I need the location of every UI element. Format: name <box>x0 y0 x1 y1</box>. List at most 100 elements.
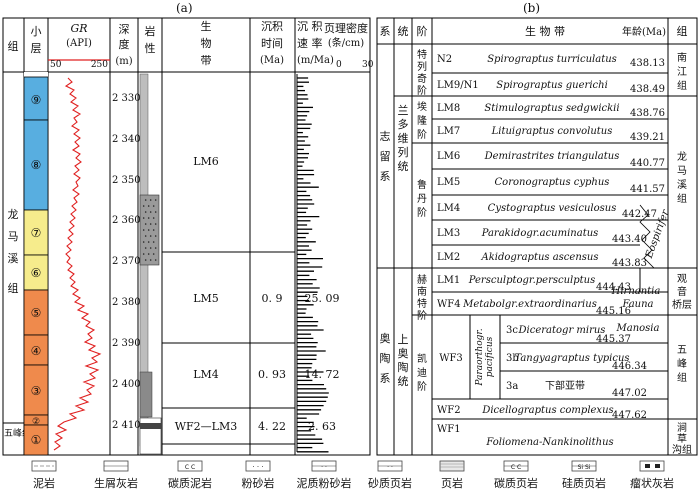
legend-swatch-siliceous-shale: Si Si <box>571 460 597 472</box>
group-nanjiang-3: 组 <box>677 79 687 92</box>
header-lith-1: 岩 <box>145 24 156 38</box>
legend-swatch-shale <box>439 460 465 472</box>
legend-label: 瘤状灰岩 <box>630 476 674 490</box>
panel-b-column-lines <box>393 18 669 455</box>
system-silurian-2: 留 <box>380 150 391 163</box>
layer-box-6 <box>23 254 49 291</box>
lith-dots <box>142 199 157 261</box>
legend: 泥岩 生屑灰岩 C C 碳质泥岩 · · · 粉砂岩 · · 泥质粉砂岩 · ·… <box>31 460 674 490</box>
group-longmaxi-b-1: 龙 <box>677 150 687 163</box>
system-silurian-1: 志 <box>380 130 391 143</box>
header-rate-1: 沉 积 <box>297 20 323 33</box>
header-time-1: 沉积 <box>261 20 283 33</box>
layer-box-9 <box>23 76 49 121</box>
lith-dot <box>152 229 155 231</box>
depth-axis: 2 330 2 340 2 350 2 360 2 370 2 380 2 39… <box>112 93 141 431</box>
stage-rhuddanian-1: 鲁 <box>417 178 427 191</box>
b-header-zone: 生 物 带 <box>525 24 565 38</box>
group-guanyinqiao-1: 观 <box>677 273 687 285</box>
panel-a-label: (a) <box>176 1 193 15</box>
hirnantia-1: Hirnantia <box>611 286 661 297</box>
zone-code: LM6 <box>437 151 460 162</box>
stage-aeronian-2: 隆 <box>417 114 427 127</box>
group-longmaxi-b-4: 组 <box>677 192 687 205</box>
group-longmaxi-b-2: 马 <box>677 165 687 177</box>
series-llandovery-5: 统 <box>398 160 409 173</box>
layer-column <box>23 72 49 456</box>
header-lam-1: 页理密度 <box>324 21 368 35</box>
zone-code: LM8 <box>437 103 460 114</box>
panel-b-dividers <box>377 95 697 420</box>
zone-age: 445.16 <box>596 306 631 317</box>
zone-age: 440.77 <box>630 158 665 169</box>
header-lam-2: (条/cm) <box>328 36 364 49</box>
zone-name: Foliomena-Nankinolithus <box>485 437 613 448</box>
zone-age: 443.83 <box>612 258 647 269</box>
zone-age: 438.13 <box>630 58 665 69</box>
group-jiancaogou-3: 沟组 <box>672 443 692 456</box>
zone-code: WF4 <box>437 299 461 310</box>
group-guanyinqiao-2: 音 <box>677 285 687 298</box>
lith-dot <box>149 211 152 213</box>
zone-code: 3c <box>506 325 518 336</box>
zone-code: LM2 <box>437 252 460 263</box>
depth-tick: 2 390 <box>112 338 141 349</box>
b-header-group: 组 <box>677 24 688 38</box>
legend-label: 生屑灰岩 <box>94 476 138 490</box>
b-header-age: 年龄(Ma) <box>622 25 666 38</box>
layer-box-4 <box>23 334 49 366</box>
depth-tick: 2 380 <box>112 297 141 308</box>
lith-dot <box>147 205 150 207</box>
lith-dot <box>144 247 147 249</box>
header-time-3: (Ma) <box>260 55 284 66</box>
b-zone-rows: N2 Spirograptus turriculatus 438.13 LM9/… <box>437 54 665 448</box>
zone-name: Spirograptus turriculatus <box>487 54 617 65</box>
lith-dot <box>154 199 157 201</box>
lam-min: 0 <box>336 60 342 70</box>
lith-dot <box>154 211 157 213</box>
group-jiancaogou-2: 草 <box>677 433 687 445</box>
group-wufeng-b-2: 峰 <box>677 358 687 370</box>
zone-lm5: LM5 <box>193 292 219 305</box>
zone-name: Tangyagraptus typicus <box>514 353 629 364</box>
gr-min: 50 <box>50 60 62 70</box>
rate-lm4: 14. 72 <box>305 368 340 381</box>
depth-tick: 2 340 <box>112 134 141 145</box>
layer-label-9: ⑨ <box>31 93 42 107</box>
zone-name: Metabolgr.extraordinarius <box>462 299 597 310</box>
zone-code: LM7 <box>437 126 460 137</box>
legend-swatch-mudstone <box>31 460 57 472</box>
legend-swatch-bioclastic-limestone <box>103 460 129 472</box>
stage-katian-3: 阶 <box>417 380 427 393</box>
stage-rhuddanian-2: 丹 <box>417 193 427 205</box>
panel-a-column-lines <box>23 18 296 455</box>
series-llandovery-2: 多 <box>398 117 409 131</box>
legend-swatch-siltstone: · · · <box>245 460 271 472</box>
zone-name: Spirograptus guerichi <box>496 80 608 91</box>
stage-telychian-2: 列 <box>417 60 427 73</box>
legend-swatch-nodular-limestone <box>639 460 665 472</box>
header-zone-3: 带 <box>201 54 212 67</box>
lith-dot <box>142 241 145 243</box>
stage-hirnantian-3: 特 <box>417 298 427 310</box>
zone-row-lines <box>162 251 295 445</box>
stage-telychian-4: 阶 <box>417 84 427 97</box>
legend-label: 砂质页岩 <box>368 476 412 490</box>
paraorthogr-1: Paraorthogr. <box>475 328 485 386</box>
depth-tick: 2 360 <box>112 215 141 226</box>
lith-dot <box>149 259 152 261</box>
depth-tick: 2 370 <box>112 256 141 267</box>
depth-tick: 2 350 <box>112 175 141 186</box>
gr-max: 250 <box>91 60 108 70</box>
zone-wf3: WF3 <box>439 353 463 364</box>
header-layer-2: 层 <box>31 42 42 55</box>
zone-age: 447.02 <box>612 388 647 399</box>
time-lm5: 0. 9 <box>262 292 283 305</box>
panel-b-frame <box>376 17 698 456</box>
zone-age: 447.62 <box>612 410 647 421</box>
system-ordovician-1: 奥 <box>380 331 391 345</box>
zone-code: 3b <box>506 353 519 364</box>
zone-age: 441.57 <box>630 184 665 195</box>
zone-name: Dicellograptus complexus <box>481 405 613 416</box>
